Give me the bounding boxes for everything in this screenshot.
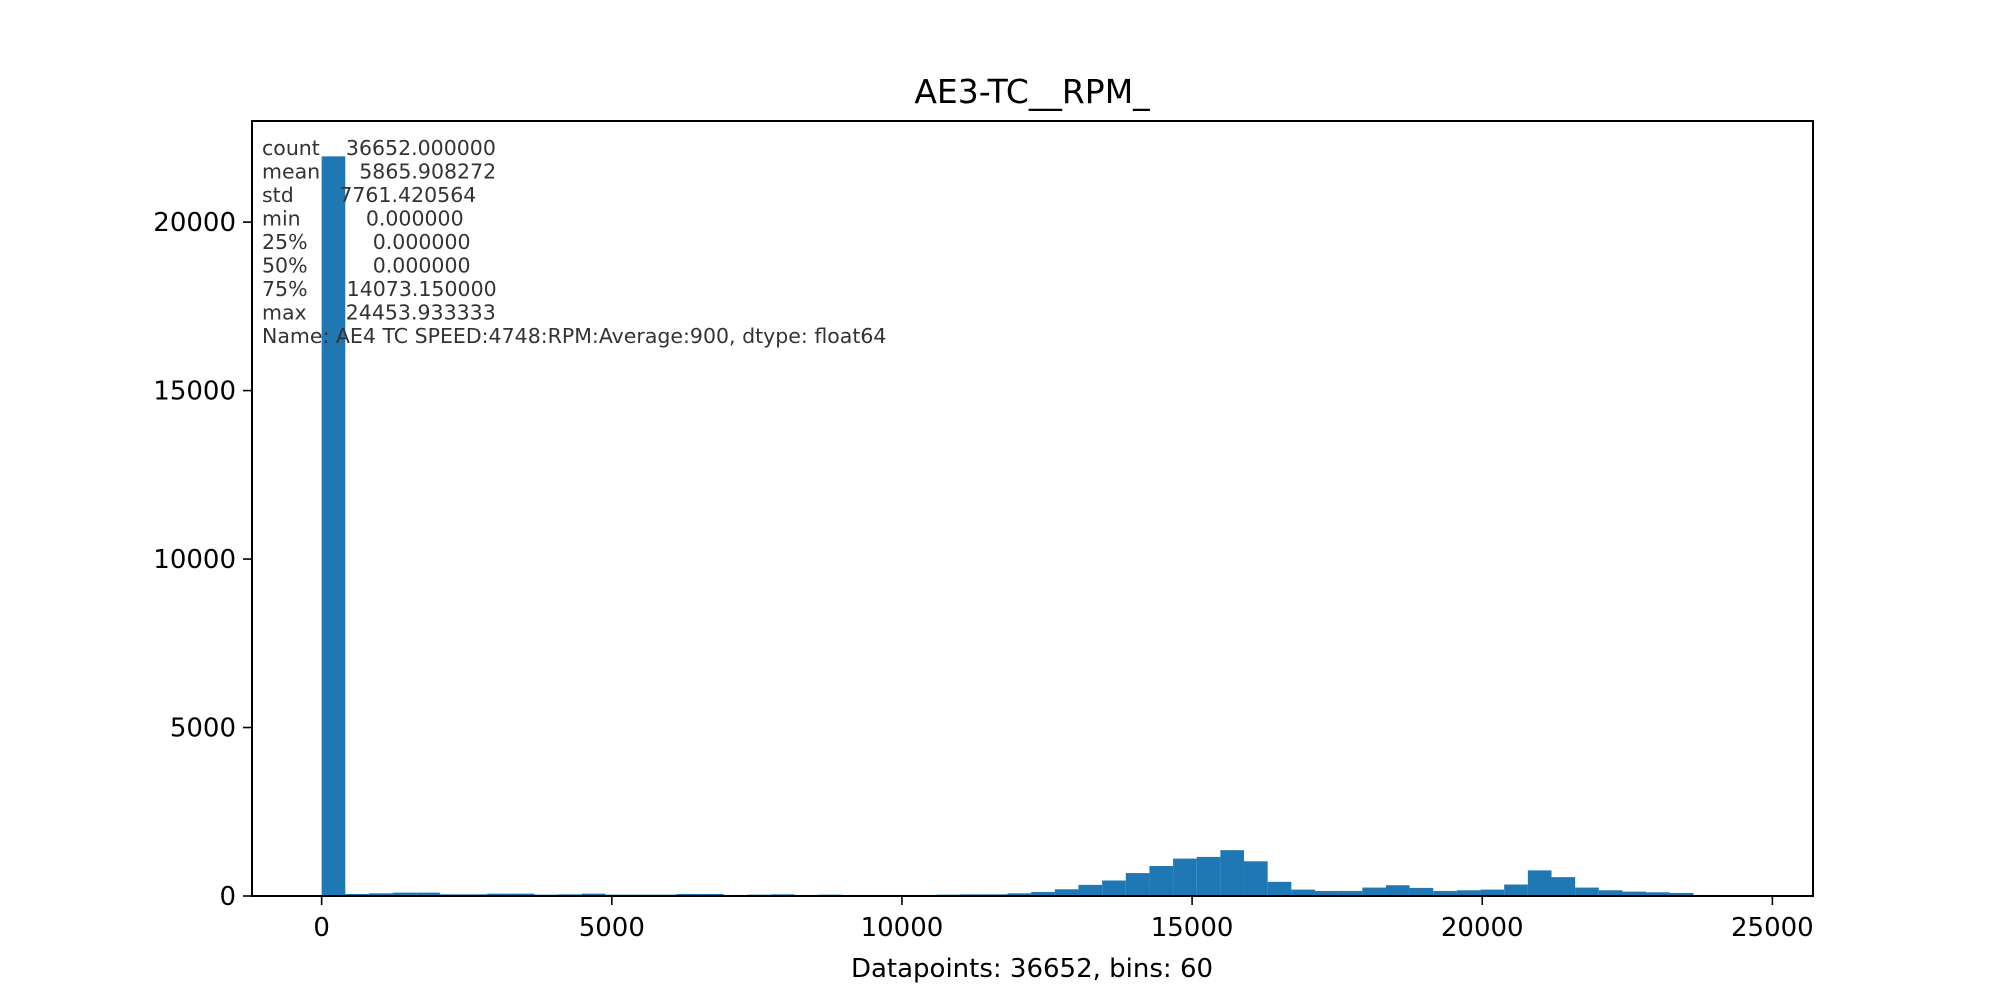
histogram-bar (1102, 880, 1126, 896)
stats-line: mean 5865.908272 (262, 160, 496, 184)
histogram-bar (1125, 873, 1150, 896)
histogram-bar (368, 893, 393, 896)
x-tick-label: 25000 (1731, 913, 1814, 943)
histogram-bar (510, 893, 535, 896)
y-tick-label: 20000 (153, 208, 236, 238)
stats-line: 75% 14073.150000 (262, 277, 497, 301)
y-tick-label: 0 (219, 882, 236, 912)
histogram-bar (1362, 887, 1386, 896)
x-tick-label: 0 (313, 913, 330, 943)
histogram-bar (1267, 881, 1292, 896)
x-tick-label: 20000 (1441, 913, 1524, 943)
histogram-bar (676, 893, 701, 896)
stats-line: Name: AE4 TC SPEED:4748:RPM:Average:900,… (262, 324, 886, 348)
histogram-bar (1196, 856, 1221, 896)
histogram-bar (345, 893, 369, 896)
histogram-bar (700, 893, 724, 896)
x-axis: 0 5000 10000 15000 20000 25000 (313, 896, 1814, 943)
histogram-bar (321, 156, 346, 896)
x-tick-label: 15000 (1151, 913, 1234, 943)
histogram-bar (392, 892, 417, 896)
histogram-bar (1338, 890, 1363, 896)
histogram-bar (1220, 850, 1245, 896)
histogram-bar (1314, 890, 1339, 896)
stats-line: 25% 0.000000 (262, 230, 471, 254)
plot-frame (251, 120, 1814, 897)
histogram-bar (1244, 861, 1268, 896)
bars-group (321, 156, 1741, 896)
x-tick-label: 5000 (579, 913, 645, 943)
histogram-bar (1504, 884, 1528, 896)
histogram-bar (1078, 884, 1103, 896)
histogram-bar (1669, 892, 1694, 896)
stats-line: 50% 0.000000 (262, 254, 471, 278)
y-tick-label: 15000 (153, 377, 236, 407)
histogram-bar (1173, 858, 1197, 896)
histogram-bar (1409, 887, 1434, 896)
stats-line: count 36652.000000 (262, 136, 496, 160)
histogram-bar (1456, 890, 1481, 896)
histogram-bar (1646, 892, 1670, 896)
histogram-bar (1575, 887, 1599, 896)
y-tick-label: 5000 (170, 714, 236, 744)
histogram-bar (1291, 889, 1315, 896)
histogram-bar (1480, 889, 1505, 896)
histogram-bar (1551, 877, 1576, 896)
histogram-bar (1031, 891, 1055, 896)
histogram-bar (487, 893, 511, 896)
histogram-bar (1149, 866, 1174, 896)
histogram-bar (1527, 870, 1552, 896)
histogram-bar (1054, 889, 1079, 896)
x-tick-label: 10000 (861, 913, 944, 943)
stats-line: min 0.000000 (262, 207, 464, 231)
y-axis: 0 5000 10000 15000 20000 (153, 208, 252, 912)
histogram-bar (1433, 890, 1457, 896)
stats-line: std 7761.420564 (262, 183, 476, 207)
histogram-bar (1007, 893, 1032, 896)
histogram-bar (581, 893, 606, 896)
stats-line: max 24453.933333 (262, 301, 496, 325)
y-tick-label: 10000 (153, 545, 236, 575)
histogram-bar (416, 892, 440, 896)
histogram-bar (1598, 890, 1623, 896)
histogram-bar (1622, 891, 1647, 896)
chart-title: AE3-TC__RPM_ (914, 72, 1150, 111)
x-axis-label: Datapoints: 36652, bins: 60 (851, 954, 1213, 984)
histogram-bar (1385, 885, 1410, 896)
